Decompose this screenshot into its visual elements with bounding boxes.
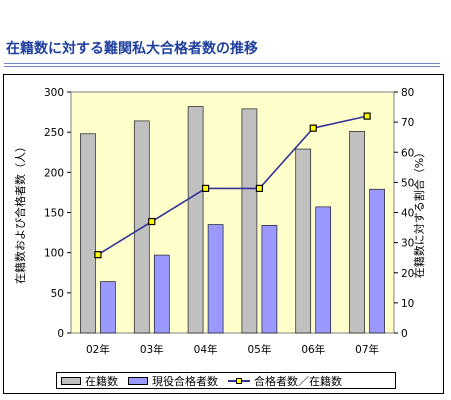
bar-enrolled (80, 133, 96, 334)
x-tick-label: 07年 (355, 343, 379, 356)
x-tick-label: 06年 (301, 343, 325, 356)
bar-current-passers (153, 254, 170, 334)
right-axis-label: 在籍数に対する割合（%） (412, 147, 426, 278)
ratio-point (201, 184, 210, 193)
ratio-point (255, 184, 264, 193)
legend-marker (236, 377, 242, 384)
page-title: 在籍数に対する難関私大合格者数の推移 (6, 41, 258, 57)
bar-enrolled (241, 108, 258, 334)
x-tick-label: 05年 (247, 343, 271, 356)
plot-area (70, 91, 395, 334)
right-tick-label: 80 (401, 87, 414, 99)
chart-frame: 0 50 100 150 200 250 300 0 10 20 30 40 50 60 70 80 02年… (3, 74, 444, 394)
legend-item-current-passers: 現役合格者数 (128, 373, 218, 389)
title-underline-secondary (4, 66, 440, 67)
right-tick-label: 10 (401, 298, 414, 310)
legend-item-enrolled: 在籍数 (61, 373, 118, 389)
bar-current-passers (369, 188, 385, 334)
left-axis-label: 在籍数および合格者数（人） (13, 141, 27, 284)
x-tick-label: 02年 (86, 343, 110, 356)
left-tick-label: 250 (44, 127, 64, 139)
right-tick-label: 50 (401, 177, 414, 189)
right-tick-label: 30 (401, 238, 414, 250)
legend-swatch-current-passers (128, 376, 148, 385)
legend-label-enrolled: 在籍数 (85, 374, 118, 388)
bar-current-passers (315, 206, 332, 334)
legend-label-ratio: 合格者数／在籍数 (254, 374, 342, 388)
right-axis-ticks: 0 10 20 30 40 50 60 70 80 (394, 87, 414, 340)
left-tick-label: 200 (44, 167, 64, 179)
bar-current-passers (261, 225, 278, 334)
right-tick-label: 60 (401, 147, 414, 159)
bar-current-passers (207, 224, 224, 334)
legend-label-current-passers: 現役合格者数 (152, 374, 218, 388)
left-tick-label: 0 (57, 328, 64, 340)
ratio-point (94, 251, 102, 259)
bar-enrolled (187, 106, 204, 334)
ratio-line-layer (94, 112, 371, 259)
bar-enrolled (295, 148, 312, 334)
x-axis-labels: 02年 03年 04年 05年 06年 07年 (86, 343, 379, 356)
bar-enrolled (349, 131, 365, 334)
title-underline (4, 63, 440, 64)
left-tick-label: 50 (51, 288, 64, 300)
x-tick-label: 04年 (194, 343, 218, 356)
ratio-line (97, 115, 368, 256)
left-tick-label: 300 (44, 87, 64, 99)
chart-svg: 0 50 100 150 200 250 300 0 10 20 30 40 50 60 70 80 02年… (13, 87, 426, 356)
ratio-point (309, 124, 317, 132)
x-tick-label: 03年 (140, 343, 164, 356)
right-tick-label: 70 (401, 117, 414, 129)
right-tick-label: 20 (401, 268, 414, 280)
plot-background-layer (70, 91, 395, 334)
legend-item-ratio: 合格者数／在籍数 (228, 373, 342, 389)
legend-swatch-enrolled (61, 376, 81, 385)
right-tick-label: 40 (401, 208, 414, 220)
legend-line-key (228, 376, 250, 386)
left-axis-ticks: 0 50 100 150 200 250 300 (44, 87, 71, 340)
left-tick-label: 150 (44, 208, 64, 220)
ratio-point (148, 217, 156, 226)
right-tick-label: 0 (401, 328, 408, 340)
left-tick-label: 100 (44, 248, 64, 260)
ratio-point (363, 112, 371, 120)
bar-current-passers (100, 281, 116, 334)
chart-legend: 在籍数 現役合格者数 合格者数／在籍数 (56, 372, 396, 389)
